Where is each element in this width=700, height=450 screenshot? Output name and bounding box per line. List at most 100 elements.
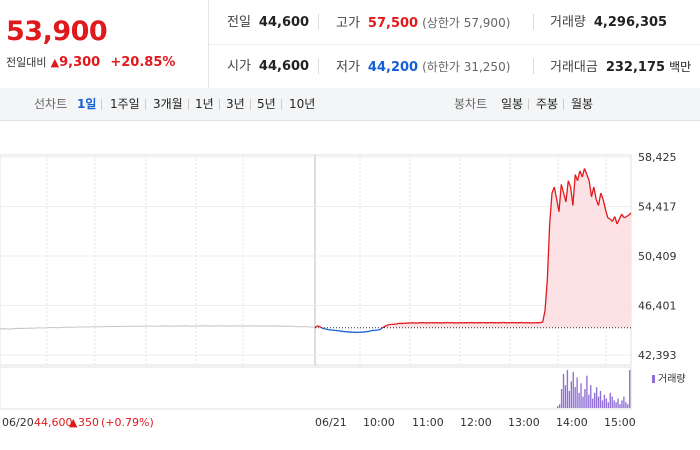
divider <box>318 58 319 74</box>
y-tick-label: 50,409 <box>638 250 677 263</box>
stat-open: 시가 44,600 <box>227 44 309 88</box>
price-segment <box>576 170 581 181</box>
price-segment <box>618 213 623 220</box>
divider <box>528 99 529 110</box>
volume-bar <box>601 400 604 408</box>
volume-bar <box>564 385 567 408</box>
stat-label: 전일 <box>227 15 251 30</box>
volume-bar <box>586 375 588 408</box>
x-tick-label: 10:00 <box>363 416 395 429</box>
volume-bar <box>560 389 563 408</box>
volume-bar <box>617 398 619 408</box>
divider <box>145 99 146 110</box>
stat-value: 44,200 <box>367 60 419 75</box>
tab-1y[interactable]: 1년 <box>195 97 214 111</box>
change-amount: 9,300 <box>59 55 101 70</box>
divider <box>533 14 534 30</box>
price-segment <box>614 216 618 225</box>
footer-change: 350 <box>78 416 99 429</box>
volume-bar <box>609 392 611 408</box>
price-segment <box>549 193 553 225</box>
price-segment <box>565 180 569 202</box>
stat-value: 4,296,305 <box>593 15 668 30</box>
volume-bar <box>597 396 600 408</box>
price-chart[interactable]: 58,425 54,417 50,409 46,401 42,393 거래량 06/21… <box>0 121 700 450</box>
stat-trade-value: 거래대금 232,175 백만 <box>550 44 691 88</box>
stat-value: 232,175 <box>605 60 666 75</box>
volume-bar <box>578 392 580 408</box>
volume-legend-label: 거래량 <box>658 373 686 385</box>
lower-limit-text: (하한가 31,250) <box>422 60 511 74</box>
change-label: 전일대비 <box>6 56 47 69</box>
price-segment <box>621 213 625 219</box>
x-tick-label: 12:00 <box>460 416 492 429</box>
price-segment <box>321 327 325 330</box>
volume-bar <box>613 400 615 408</box>
stat-value: 44,600 <box>258 59 310 74</box>
price-segment <box>616 218 620 225</box>
price-segment <box>588 180 593 197</box>
price-segment <box>590 186 595 197</box>
volume-bar <box>603 394 606 408</box>
price-segment <box>558 184 562 212</box>
volume-bar <box>562 373 565 408</box>
price-segment <box>600 192 604 200</box>
volume-bar <box>592 398 594 408</box>
volume-bar <box>582 396 584 408</box>
gridlines <box>0 155 631 365</box>
divider <box>101 99 102 110</box>
price-segment <box>396 322 399 325</box>
tab-10y[interactable]: 10년 <box>289 97 316 111</box>
price-segment <box>604 209 609 218</box>
price-segment <box>602 199 607 210</box>
price-segment <box>317 325 320 328</box>
volume-bars <box>557 370 631 408</box>
tab-daily-candle[interactable]: 일봉 <box>501 97 524 111</box>
price-segment <box>386 324 390 326</box>
price-segment <box>597 193 602 206</box>
volume-bar <box>566 370 569 408</box>
price-segment <box>368 330 371 333</box>
stats-row-1: 전일 44,600 고가 57,500 (상한가 57,900) 거래량 4,296,3… <box>209 0 700 45</box>
volume-bar <box>611 396 613 408</box>
tab-5y[interactable]: 5년 <box>257 97 276 111</box>
price-segment <box>567 180 572 188</box>
stat-high: 고가 57,500 (상한가 57,900) <box>336 0 510 44</box>
stat-label: 저가 <box>336 60 360 75</box>
volume-bar <box>627 404 629 408</box>
price-segment <box>607 217 611 220</box>
change-rate: +20.85% <box>110 55 176 70</box>
divider <box>250 99 251 110</box>
tab-monthly-candle[interactable]: 월봉 <box>571 97 594 111</box>
today-price-line <box>314 168 632 334</box>
change-row: 전일대비 ▲9,300 +20.85% <box>6 54 175 70</box>
tab-3y[interactable]: 3년 <box>226 97 245 111</box>
volume-bar <box>629 370 631 408</box>
tab-1w[interactable]: 1주일 <box>110 97 140 111</box>
volume-bar <box>619 404 621 408</box>
price-segment <box>370 329 374 332</box>
stat-volume: 거래량 4,296,305 <box>550 0 667 44</box>
price-segment <box>593 186 597 200</box>
stats-panel: 전일 44,600 고가 57,500 (상한가 57,900) 거래량 4,296,3… <box>209 0 700 88</box>
tab-weekly-candle[interactable]: 주봉 <box>536 97 559 111</box>
x-tick-label: 11:00 <box>412 416 444 429</box>
tab-1d[interactable]: 1일 <box>77 97 97 111</box>
volume-bar <box>615 402 617 408</box>
stat-value: 57,500 <box>367 16 419 31</box>
stat-low: 저가 44,200 (하한가 31,250) <box>336 44 510 88</box>
stat-prev-close: 전일 44,600 <box>227 0 309 44</box>
tab-3m[interactable]: 3개월 <box>153 97 183 111</box>
stat-label: 거래량 <box>550 15 586 30</box>
divider <box>281 99 282 110</box>
price-box: 53,900 전일대비 ▲9,300 +20.85% <box>0 0 209 88</box>
x-tick-label: 06/21 <box>315 416 347 429</box>
quote-header: 53,900 전일대비 ▲9,300 +20.85% 전일 44,600 고가 57… <box>0 0 700 89</box>
volume-bar <box>623 396 625 408</box>
volume-bar <box>568 390 571 408</box>
volume-bar <box>588 394 590 408</box>
price-segment <box>382 325 386 329</box>
volume-area <box>0 366 632 410</box>
volume-bar <box>621 400 623 408</box>
y-axis-ticks: 58,425 54,417 50,409 46,401 42,393 <box>638 151 677 362</box>
